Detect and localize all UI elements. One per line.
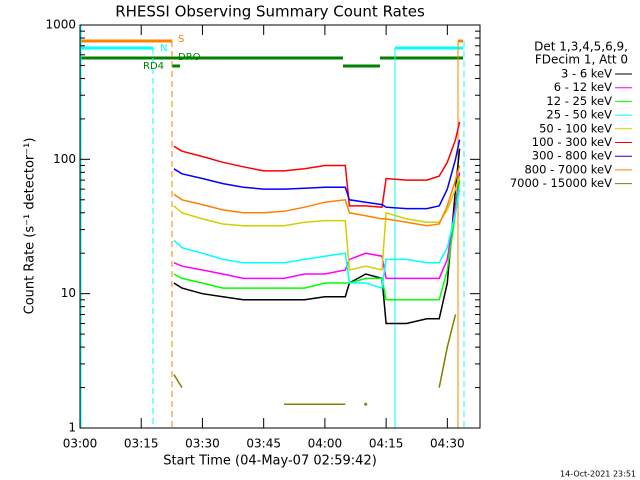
y-tick-label: 10 <box>61 286 76 300</box>
legend-label: 6 - 12 keV <box>554 80 612 94</box>
legend-label: 12 - 25 keV <box>546 94 612 108</box>
series-line <box>438 314 457 388</box>
annotation: S <box>178 34 184 45</box>
x-tick-label: 03:15 <box>124 437 159 451</box>
x-tick-label: 04:00 <box>308 437 343 451</box>
legend-label: 100 - 300 keV <box>532 135 612 149</box>
series-line <box>173 121 461 209</box>
plot-frame <box>79 24 481 429</box>
legend-label: 300 - 800 keV <box>532 149 612 163</box>
legend-label: 7000 - 15000 keV <box>510 176 612 190</box>
x-tick-label: 03:30 <box>185 437 220 451</box>
state-bars <box>80 25 465 428</box>
y-axis-label: Count Rate (s⁻¹ detector⁻¹) <box>23 138 38 315</box>
data-point <box>364 402 368 406</box>
footer: 14-Oct-2021 23:51 <box>560 470 636 479</box>
series-line <box>173 175 461 271</box>
annotation: RD4 <box>143 61 164 72</box>
y-tick-label: 1 <box>68 421 76 435</box>
x-tick-label: 04:30 <box>430 437 465 451</box>
x-tick-label: 04:15 <box>369 437 404 451</box>
legend-header: Det 1,3,4,5,6,9, <box>534 40 628 54</box>
legend-label: 50 - 100 keV <box>539 121 612 135</box>
x-tick-label: 03:45 <box>246 437 281 451</box>
y-tick-label: 100 <box>53 152 76 166</box>
annotation: N <box>160 43 167 54</box>
series-line <box>173 180 461 301</box>
series-line <box>173 165 461 227</box>
series-line <box>173 148 461 325</box>
legend-label: 3 - 6 keV <box>561 67 612 81</box>
series-line <box>173 374 183 388</box>
chart-title: RHESSI Observing Summary Count Rates <box>115 3 425 21</box>
legend-header: FDecim 1, Att 0 <box>535 53 628 67</box>
annotation: DRO <box>178 52 201 63</box>
legend-label: 800 - 7000 keV <box>524 162 612 176</box>
legend-label: 25 - 50 keV <box>546 108 612 122</box>
x-tick-label: 03:00 <box>63 437 98 451</box>
series-line <box>173 139 461 210</box>
x-axis-label: Start Time (04-May-07 02:59:42) <box>163 454 377 469</box>
series-line <box>173 188 461 290</box>
y-tick-label: 1000 <box>45 18 76 32</box>
